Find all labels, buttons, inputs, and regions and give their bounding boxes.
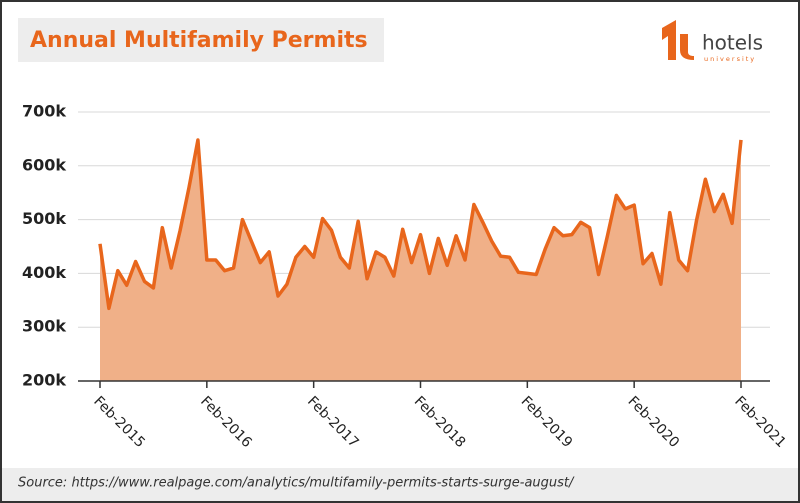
logo-subtext: university [704,55,756,63]
y-tick-label: 600k [22,155,66,174]
y-tick-label: 400k [22,263,66,282]
source-band [2,468,798,501]
line [98,138,743,311]
chart-title: Annual Multifamily Permits [30,28,368,53]
title-box [18,18,384,62]
y-tick-label: 300k [22,317,66,336]
area [100,139,741,381]
y-tick-label: 500k [22,209,66,228]
logo-mark [662,20,676,60]
logo-mark [680,34,694,60]
y-tick-label: 200k [22,371,66,390]
logo-text: hotels [702,31,763,55]
y-tick-label: 700k [22,102,66,121]
source: Source: https://www.realpage.com/analyti… [18,476,575,491]
logo: hotels university [662,20,763,63]
